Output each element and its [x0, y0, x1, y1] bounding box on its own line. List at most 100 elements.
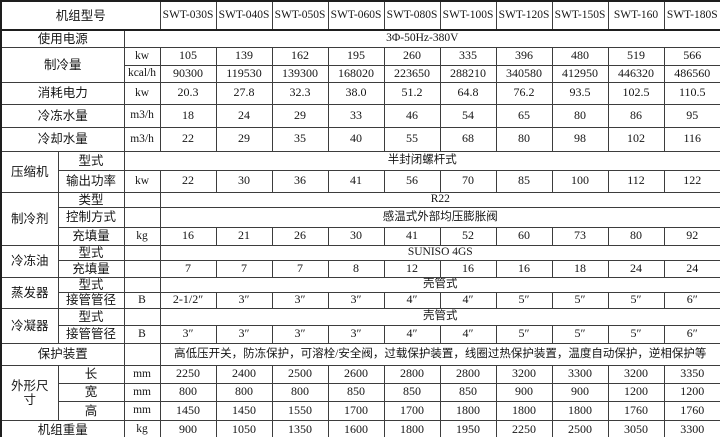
value-cell: 12	[383, 259, 441, 278]
value-cell: 16	[159, 226, 217, 246]
sub-label-cell: 类型	[57, 191, 125, 208]
value-cell: 1700	[383, 400, 441, 421]
value-cell: 195	[327, 46, 385, 66]
spec-row: 蒸发器 型式 壳管式	[0, 276, 720, 309]
sub-label-cell: 型式	[57, 307, 125, 326]
value-cell: 3″	[327, 324, 385, 344]
value-cell: 4″	[383, 324, 441, 344]
value-cell: 5″	[495, 324, 553, 344]
value-cell: 6″	[663, 291, 720, 309]
unit-cell: kw	[123, 46, 161, 66]
value-cell: 80	[495, 126, 553, 152]
value-cell: 16	[495, 259, 553, 278]
merged-value-cell: 半封闭螺杆式	[123, 150, 720, 171]
value-cell: 1050	[215, 419, 273, 437]
sub-label-cell: 宽	[57, 382, 125, 402]
value-cell: 162	[271, 46, 329, 66]
merged-value-cell: 壳管式	[159, 307, 720, 326]
value-cell: 2-1/2″	[159, 291, 217, 309]
value-cell: 4″	[439, 324, 497, 344]
value-cell: 64.8	[439, 81, 497, 105]
sub-label-cell: 长	[57, 364, 125, 384]
value-cell: 24	[663, 259, 720, 278]
value-cell: 2500	[551, 419, 609, 437]
value-cell: 1950	[439, 419, 497, 437]
value-cell: 73	[551, 226, 609, 246]
value-cell: 36	[271, 169, 329, 193]
value-cell: 122	[663, 169, 720, 193]
group-label-cell: 消耗电力	[0, 81, 125, 105]
value-cell: 33	[327, 103, 385, 128]
sub-label-cell: 型式	[57, 276, 125, 293]
value-cell: 2400	[215, 364, 273, 384]
unit-cell	[123, 206, 161, 228]
group-label-cell: 冷凝器	[0, 307, 59, 344]
value-cell: 5″	[495, 291, 553, 309]
value-cell: 95	[663, 103, 720, 128]
spec-row: 控制方式 感温式外部均压膨胀阀	[1, 206, 720, 228]
value-cell: 412950	[551, 64, 609, 83]
spec-row: 输出功率 kw 22 30 36 41 56 70 85 100 112 122	[1, 169, 720, 193]
unit-cell: kg	[123, 419, 161, 437]
value-cell: 139300	[271, 64, 329, 83]
value-cell: 800	[159, 382, 217, 402]
model-header-cell: SWT-030S	[159, 0, 217, 31]
value-cell: 3″	[215, 324, 273, 344]
value-cell: 21	[215, 226, 273, 246]
value-cell: 40	[327, 126, 385, 152]
value-cell: 68	[439, 126, 497, 152]
value-cell: 5″	[607, 291, 665, 309]
value-cell: 105	[159, 46, 217, 66]
value-cell: 20.3	[159, 81, 217, 105]
unit-cell: kcal/h	[123, 64, 161, 83]
model-header-cell: SWT-120S	[495, 0, 553, 31]
value-cell: 65	[495, 103, 553, 128]
value-cell: 800	[271, 382, 329, 402]
value-cell: 80	[551, 103, 609, 128]
spec-row: 制冷量 kw 105 139 162 195 260 335 396 480 519 566	[0, 46, 720, 83]
sub-label-cell: 控制方式	[57, 206, 125, 228]
spec-row: 外形尺寸长 mm 2250 2400 2500 2600 2800 2800 3200 3300 3…	[0, 364, 720, 421]
unit-cell: kw	[123, 169, 161, 193]
value-cell: 5″	[551, 324, 609, 344]
value-cell: 223650	[383, 64, 441, 83]
unit-cell: kw	[123, 81, 161, 105]
value-cell: 850	[327, 382, 385, 402]
value-cell: 1800	[439, 400, 497, 421]
value-cell: 7	[215, 259, 273, 278]
value-cell: 3″	[327, 291, 385, 309]
value-cell: 5″	[551, 291, 609, 309]
value-cell: 1200	[663, 382, 720, 402]
merged-value-cell: 3Φ-50Hz-380V	[123, 29, 720, 48]
value-cell: 3″	[215, 291, 273, 309]
value-cell: 18	[159, 103, 217, 128]
value-cell: 288210	[439, 64, 497, 83]
value-cell: 116	[663, 126, 720, 152]
value-cell: 30	[327, 226, 385, 246]
value-cell: 6″	[663, 324, 720, 344]
model-header-cell: SWT-060S	[327, 0, 385, 31]
value-cell: 5″	[607, 324, 665, 344]
sub-label-cell: 充填量	[57, 226, 125, 246]
value-cell: 396	[495, 46, 553, 66]
value-cell: 92	[663, 226, 720, 246]
value-cell: 3200	[495, 364, 553, 384]
value-cell: 1450	[215, 400, 273, 421]
unit-cell	[123, 276, 161, 293]
value-cell: 900	[159, 419, 217, 437]
value-cell: 850	[439, 382, 497, 402]
spec-row: 接管管径 B 3″ 3″ 3″ 3″ 4″ 4″ 5″ 5″ 5″ 6″	[1, 324, 720, 344]
unit-cell: kg	[123, 226, 161, 246]
value-cell: 519	[607, 46, 665, 66]
unit-cell: mm	[123, 400, 161, 421]
sub-label-cell: 接管管径	[57, 324, 125, 344]
value-cell: 38.0	[327, 81, 385, 105]
value-cell: 22	[159, 169, 217, 193]
value-cell: 86	[607, 103, 665, 128]
spec-row: 冷冻油 型式 SUNISO 4GS	[0, 244, 720, 278]
value-cell: 800	[215, 382, 273, 402]
value-cell: 27.8	[215, 81, 273, 105]
value-cell: 56	[383, 169, 441, 193]
